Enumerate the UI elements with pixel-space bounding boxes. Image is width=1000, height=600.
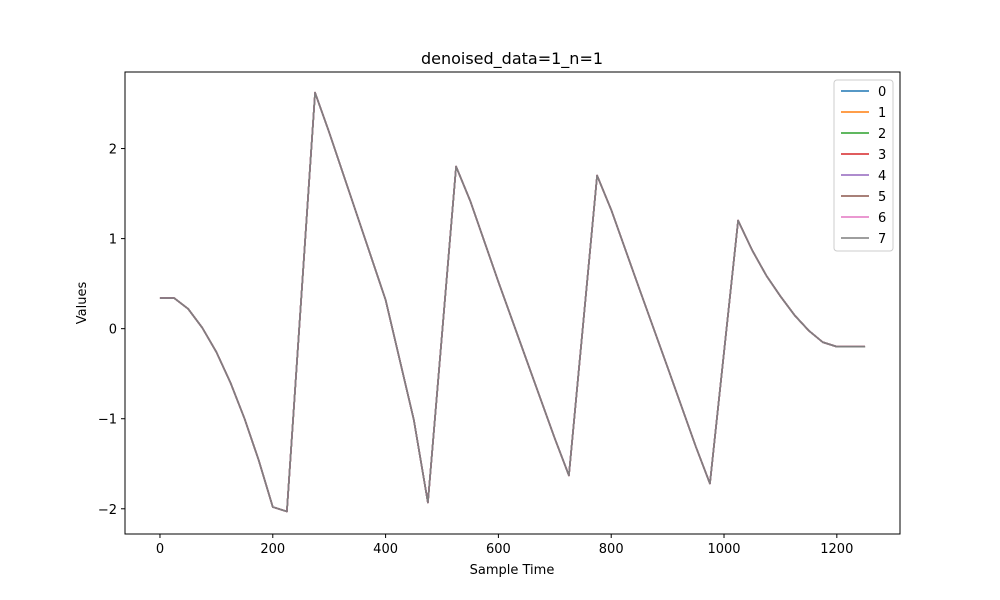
x-tick-label: 1000 <box>707 542 740 557</box>
legend-label-2: 2 <box>878 127 886 142</box>
legend-label-1: 1 <box>878 106 886 121</box>
plot-area <box>159 91 866 513</box>
y-axis-label: Values <box>75 282 90 325</box>
legend: 0 1 2 3 4 5 6 7 <box>833 79 894 252</box>
x-tick-label: 200 <box>260 542 285 557</box>
legend-box <box>833 79 894 252</box>
axes: 0 200 400 600 800 1000 1200 −2 −1 0 1 2 <box>98 71 901 557</box>
x-tick-label: 1200 <box>820 542 853 557</box>
y-tick-label: −2 <box>98 503 117 518</box>
x-tick-label: 0 <box>156 542 164 557</box>
x-axis-label: Sample Time <box>470 563 555 578</box>
x-tick-label: 400 <box>373 542 398 557</box>
legend-label-4: 4 <box>878 169 886 184</box>
y-tick-label: −1 <box>98 413 117 428</box>
y-tick-label: 1 <box>109 233 117 248</box>
legend-label-0: 0 <box>878 85 886 100</box>
legend-label-7: 7 <box>878 232 886 247</box>
y-tick-label: 0 <box>109 323 117 338</box>
chart-title: denoised_data=1_n=1 <box>421 49 603 69</box>
legend-label-3: 3 <box>878 148 886 163</box>
y-tick-label: 2 <box>109 143 117 158</box>
series-line-7 <box>159 91 866 513</box>
x-tick-label: 600 <box>486 542 511 557</box>
axes-frame <box>124 71 901 535</box>
x-tick-label: 800 <box>599 542 624 557</box>
legend-label-6: 6 <box>878 211 886 226</box>
legend-label-5: 5 <box>878 190 886 205</box>
